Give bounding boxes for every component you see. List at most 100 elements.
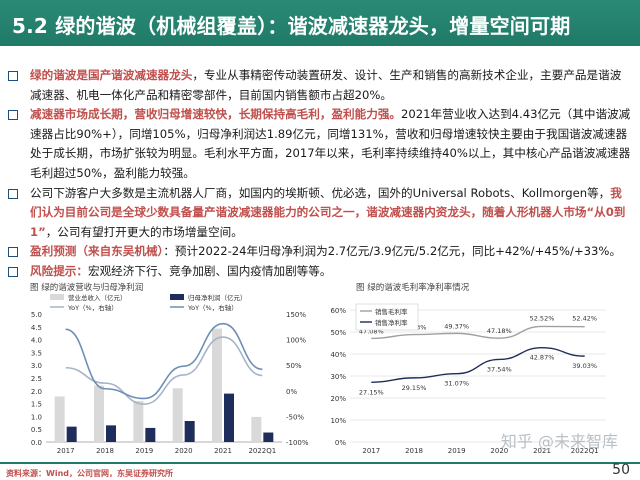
y2-tick-label: 150% xyxy=(286,311,306,319)
y-tick-label: 3.0 xyxy=(31,362,42,370)
bullet-list: 绿的谐波是国产谐波减速器龙头，专业从事精密传动装置研发、设计、生产和销售的高新技… xyxy=(8,66,632,282)
legend-box xyxy=(355,303,419,331)
y-tick-label: 2.0 xyxy=(31,388,42,396)
bullet-text: 宏观经济下行、竞争加剧、国内疫情加剧等等。 xyxy=(87,263,332,278)
bullet-box-icon xyxy=(8,71,18,81)
x-tick-label: 2022Q1 xyxy=(571,447,599,455)
footer-divider xyxy=(0,462,640,464)
bullet-highlight-text: 减速器市场成长期，营收归母增速较快，长期保持高毛利，盈利能力强。 xyxy=(30,107,402,122)
data-label: 31.07% xyxy=(444,380,469,388)
bullet-box-icon xyxy=(8,266,18,277)
revenue-bar xyxy=(94,385,104,442)
x-tick-label: 2017 xyxy=(57,447,75,455)
x-tick-label: 2017 xyxy=(362,447,380,455)
x-tick-label: 2018 xyxy=(405,447,423,455)
profit-bar xyxy=(66,426,77,442)
data-label: 49.37% xyxy=(444,322,469,330)
y-tick-label: 1.0 xyxy=(31,413,42,421)
revenue-bar xyxy=(212,328,222,442)
bullet-box-icon xyxy=(8,188,18,199)
legend-swatch xyxy=(50,294,64,300)
legend-label: 营业总收入（亿元） xyxy=(68,293,127,302)
y-tick-label: 40% xyxy=(330,351,346,359)
yoy-line xyxy=(65,322,263,400)
x-tick-label: 2019 xyxy=(135,447,153,455)
legend-label: 销售毛利率 xyxy=(375,307,408,316)
margin-line xyxy=(371,325,585,340)
slide-title: 5.2 绿的谐波（机械组覆盖）：谐波减速器龙头，增量空间可期 xyxy=(12,14,571,38)
x-tick-label: 2021 xyxy=(214,447,232,455)
yoy-line xyxy=(65,336,263,405)
y-tick-label: 30% xyxy=(330,373,346,381)
y2-tick-label: -100% xyxy=(286,439,309,447)
y2-tick-label: 50% xyxy=(286,362,302,370)
revenue-bar xyxy=(133,401,144,442)
margin-line xyxy=(371,346,585,383)
bullet-text: 公司下游客户大多数是主流机器人厂商，如国内的埃斯顿、优必选，国外的Univers… xyxy=(30,185,611,200)
y2-tick-label: 0% xyxy=(286,388,297,396)
y-tick-label: 3.5 xyxy=(31,349,42,357)
x-tick-label: 2021 xyxy=(533,447,551,455)
y2-tick-label: 100% xyxy=(286,337,306,345)
bullet-item: 公司下游客户大多数是主流机器人厂商，如国内的埃斯顿、优必选，国外的Univers… xyxy=(8,184,632,243)
margin-chart: 0% 10% 20% 30% 40% 50% 60% 2017 2018 2019 2020 2021… xyxy=(330,303,606,455)
bullet-item: 盈利预测（来自东吴机械）：预计2022-24年归母净利润为2.7亿元/3.9亿元… xyxy=(8,242,632,262)
legend-label: 归母净利润（亿元） xyxy=(188,293,247,302)
profit-bar xyxy=(224,393,234,442)
bullet-highlight-text: 我们认为目前公司是全球少数具备量产谐波减速器能力的公司之一，谐波减速器内资龙头，… xyxy=(30,185,626,239)
bullet-highlight-text: 风险提示： xyxy=(30,263,88,278)
data-label: 52.52% xyxy=(530,314,555,322)
revenue-bar xyxy=(251,416,262,442)
y-tick-label: 0.0 xyxy=(31,439,42,447)
bullet-item: 风险提示：宏观经济下行、竞争加剧、国内疫情加剧等等。 xyxy=(8,262,632,282)
page-number: 50 xyxy=(612,462,630,478)
y-tick-label: 0% xyxy=(335,439,346,447)
revenue-profit-chart: 0.0 0.5 1.0 1.5 2.0 2.5 3.0 3.5 4.0 4.5 5.0 -100% -5… xyxy=(31,293,309,455)
data-label: 37.54% xyxy=(487,365,512,373)
bullet-box-icon xyxy=(8,110,18,121)
legend-label: 销售净利率 xyxy=(375,318,408,327)
chart1-title: 图 绿的谐波营收与归母净利润 xyxy=(30,283,144,293)
y-tick-label: 10% xyxy=(330,417,346,425)
y2-tick-label: -50% xyxy=(286,413,304,421)
x-tick-label: 2020 xyxy=(175,447,193,455)
data-label: 39.03% xyxy=(572,362,597,370)
y-tick-label: 4.5 xyxy=(31,324,42,332)
y-tick-label: 2.5 xyxy=(31,375,42,383)
data-label: 47.18% xyxy=(487,327,512,335)
y-tick-label: 20% xyxy=(330,395,346,403)
bullet-item: 减速器市场成长期，营收归母增速较快，长期保持高毛利，盈利能力强。2021年营业收… xyxy=(8,105,632,183)
bullet-text: ：预计2022-24年归母净利润为2.7亿元/3.9亿元/5.2亿元，同比+42… xyxy=(163,244,622,259)
profit-bar xyxy=(263,432,274,442)
profit-bar xyxy=(184,421,195,442)
data-label: 29.15% xyxy=(402,384,427,392)
bullet-text: ，专业从事精密传动装置研发、设计、生产和销售的高新技术企业，主要产品是谐波减速器… xyxy=(30,68,622,102)
profit-bar xyxy=(145,427,156,442)
revenue-bar xyxy=(54,396,65,442)
bullet-item: 绿的谐波是国产谐波减速器龙头，专业从事精密传动装置研发、设计、生产和销售的高新技… xyxy=(8,66,632,105)
bullet-box-icon xyxy=(8,247,18,258)
y-tick-label: 5.0 xyxy=(31,311,42,319)
bullet-text: 2021年营业收入达到4.43亿元（其中谐波减速器占比90%+），同增105%，… xyxy=(30,107,631,180)
chart2-title: 图 绿的谐波毛利率净利率情况 xyxy=(356,283,470,293)
y-tick-label: 60% xyxy=(330,307,346,315)
y-tick-label: 0.5 xyxy=(31,426,42,434)
profit-bar xyxy=(106,425,116,442)
x-tick-label: 2022Q1 xyxy=(248,447,276,455)
bullet-highlight-text: 绿的谐波是国产谐波减速器龙头 xyxy=(30,68,193,82)
bullet-highlight-text: 盈利预测（来自东吴机械） xyxy=(30,244,164,259)
x-tick-label: 2019 xyxy=(448,447,466,455)
data-label: 47.08% xyxy=(359,327,384,335)
y-tick-label: 4.0 xyxy=(31,337,42,345)
bullet-text: ，公司有望打开更大的市场增量空间。 xyxy=(45,224,243,239)
data-label: 52.42% xyxy=(572,315,597,323)
y-tick-label: 50% xyxy=(330,329,346,337)
x-tick-label: 2020 xyxy=(490,447,508,455)
source-note: 资料来源：Wind，公司官网，东吴证券研究所 xyxy=(6,469,173,478)
legend-label: YoY（%，右轴） xyxy=(187,303,238,312)
data-label: 42.87% xyxy=(530,354,555,362)
slide-header: 5.2 绿的谐波（机械组覆盖）：谐波减速器龙头，增量空间可期 xyxy=(0,0,640,46)
legend-swatch xyxy=(170,294,184,300)
y-tick-label: 1.5 xyxy=(31,401,42,409)
x-tick-label: 2018 xyxy=(96,447,114,455)
